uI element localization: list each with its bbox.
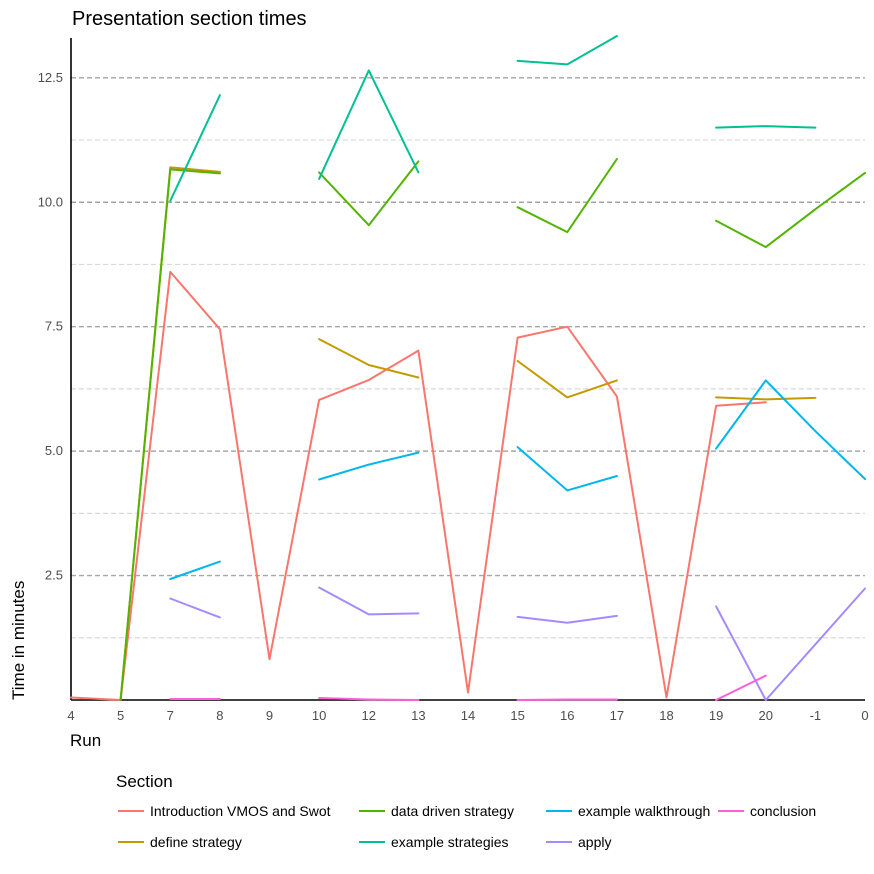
x-tick-label: 20 [759,708,773,723]
legend-label: apply [578,834,611,850]
gridlines [71,77,865,639]
y-tick-label: 5.0 [45,443,63,458]
legend-title: Section [116,772,173,791]
x-axis-title: Run [70,731,101,750]
series-line-apply [169,586,866,701]
x-tick-label: 7 [167,708,174,723]
y-axis-title: Time in minutes [9,581,28,700]
legend-label: example strategies [391,834,509,850]
series-line-define-strategy [119,166,817,701]
y-tick-labels: 2.5 5.0 7.5 10.0 12.5 [38,70,63,583]
x-tick-label: 8 [216,708,223,723]
x-tick-label: 10 [312,708,326,723]
axes [70,38,865,701]
y-tick-label: 7.5 [45,319,63,334]
x-tick-label: 15 [510,708,524,723]
x-tick-label: 12 [362,708,376,723]
series-lines [70,35,866,701]
legend-label: Introduction VMOS and Swot [150,803,331,819]
x-tick-label: 18 [659,708,673,723]
series-line-data-driven-strategy [119,158,866,701]
series-line-example-walkthrough [169,379,866,580]
series-line-introduction-vmos-and-swot [70,270,767,701]
series-line-conclusion [169,674,767,701]
y-tick-label: 10.0 [38,194,63,209]
x-tick-label: 9 [266,708,273,723]
x-tick-labels: 4 5 7 8 9 10 12 13 14 15 16 17 18 19 20 -1 0 [67,708,868,723]
series-line-example-strategies [169,35,817,202]
legend-label: example walkthrough [578,803,710,819]
legend-label: data driven strategy [391,803,514,819]
x-tick-label: 14 [461,708,475,723]
x-tick-label: 5 [117,708,124,723]
legend-label: conclusion [750,803,816,819]
chart-title: Presentation section times [72,8,307,30]
x-tick-label: 16 [560,708,574,723]
legend: Section Introduction VMOS and Swot define… [116,772,816,850]
legend-label: define strategy [150,834,242,850]
x-tick-label: 4 [67,708,74,723]
x-tick-label: -1 [810,708,822,723]
x-tick-label: 0 [861,708,868,723]
y-tick-label: 2.5 [45,568,63,583]
x-tick-label: 17 [610,708,624,723]
x-tick-label: 19 [709,708,723,723]
y-tick-label: 12.5 [38,70,63,85]
x-tick-label: 13 [411,708,425,723]
